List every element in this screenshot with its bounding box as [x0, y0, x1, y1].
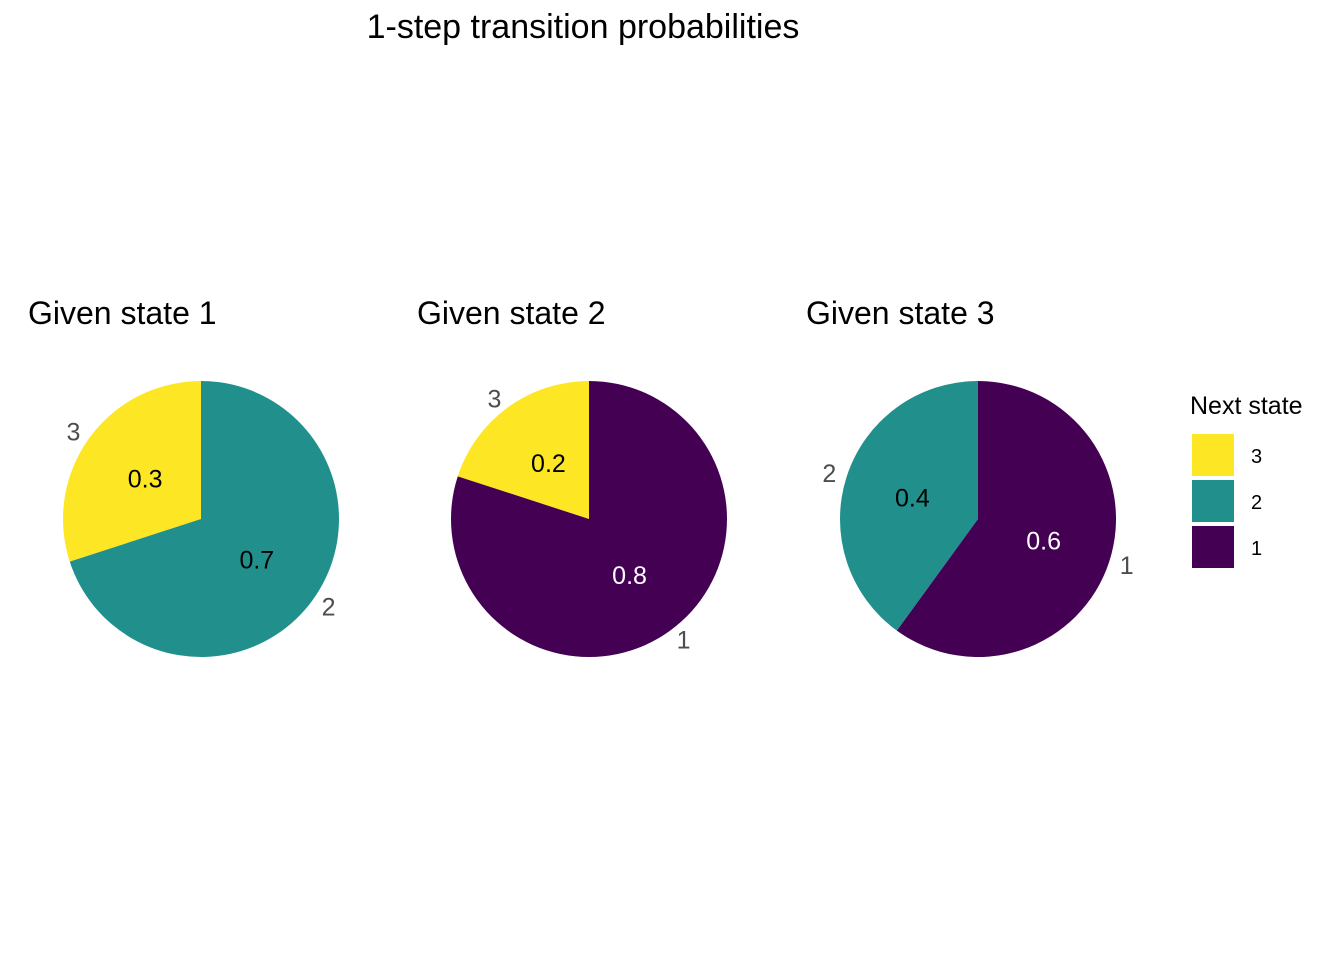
- legend: Next state 3 2 1: [1190, 392, 1303, 570]
- pie-slice-state-1: [451, 381, 728, 657]
- slice-category-label: 1: [1120, 552, 1134, 580]
- pie-slice-state-2: [839, 381, 978, 631]
- pie-panel-2: Given state 2 0.2 3 0.8 1: [417, 295, 728, 657]
- slice-category-label: 2: [822, 460, 836, 488]
- legend-item-3: 3: [1190, 432, 1262, 478]
- pie-title: Given state 3: [806, 295, 995, 331]
- slice-value-label: 0.3: [128, 465, 163, 493]
- pie-slice-state-3: [62, 381, 202, 562]
- slice-category-label: 3: [487, 385, 501, 413]
- legend-key-swatch: [1190, 478, 1236, 524]
- legend-key-label: 1: [1251, 538, 1262, 560]
- slice-category-label: 1: [677, 627, 691, 655]
- legend-key-swatch: [1190, 432, 1236, 478]
- slice-value-label: 0.4: [895, 485, 930, 513]
- pie-panel-1: Given state 1 0.3 3 0.7 2: [28, 295, 339, 657]
- slice-value-label: 0.8: [612, 562, 647, 590]
- chart-title: 1-step transition probabilities: [367, 8, 800, 46]
- legend-key-label: 3: [1251, 446, 1262, 468]
- legend-key-label: 2: [1251, 492, 1262, 514]
- legend-item-2: 2: [1190, 478, 1262, 524]
- slice-category-label: 3: [67, 418, 81, 446]
- pie-title: Given state 1: [28, 295, 217, 331]
- pie-panel-3: Given state 3 0.4 2 0.6 1: [806, 295, 1134, 657]
- pie-slice-state-1: [896, 381, 1117, 657]
- pie-slice-state-2: [69, 381, 339, 657]
- pie-slice-state-3: [457, 381, 589, 519]
- slice-value-label: 0.2: [531, 450, 566, 478]
- pie-panels: Given state 1 0.3 3 0.7 2 Given state 2 0.2 3 0.…: [28, 295, 1134, 657]
- slice-value-label: 0.6: [1026, 527, 1061, 555]
- legend-item-1: 1: [1190, 524, 1262, 570]
- slice-value-label: 0.7: [239, 547, 274, 575]
- pie-title: Given state 2: [417, 295, 606, 331]
- legend-title: Next state: [1190, 392, 1303, 420]
- slice-category-label: 2: [322, 594, 336, 622]
- legend-items: 3 2 1: [1190, 432, 1262, 570]
- legend-key-swatch: [1190, 524, 1236, 570]
